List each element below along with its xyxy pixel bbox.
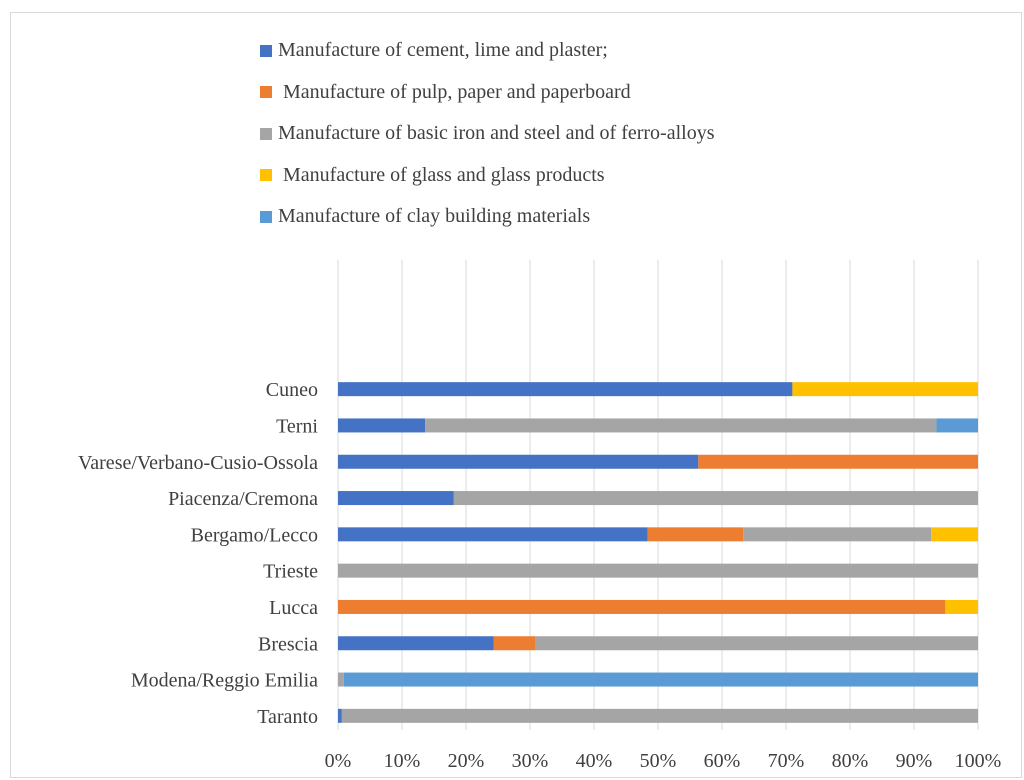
legend: Manufacture of cement, lime and plaster;… <box>260 30 880 238</box>
bar-piacenza-cremona-manufacture-of-cement-lime-and-plaster <box>338 491 454 506</box>
legend-item-iron-steel: Manufacture of basic iron and steel and … <box>260 113 880 155</box>
x-tick-labels: 0% 10% 20% 30% 40% 50% 60% 70% 80% 90% 100% <box>325 750 1002 772</box>
bar-bergamo-lecco-manufacture-of-cement-lime-and-plaster <box>338 527 648 542</box>
bar-bergamo-lecco-manufacture-of-pulp-paper-and-paperboard <box>647 527 744 542</box>
bar-piacenza-cremona-manufacture-of-basic-iron-and-steel-and-of-ferro-alloys <box>453 491 979 506</box>
x-tick-label: 30% <box>512 750 549 772</box>
category-label-taranto: Taranto <box>257 706 318 728</box>
x-tick-label: 50% <box>640 750 677 772</box>
bar-cuneo-manufacture-of-cement-lime-and-plaster <box>338 382 793 397</box>
x-tick-label: 70% <box>768 750 805 772</box>
category-label-cuneo: Cuneo <box>266 379 318 401</box>
category-label-piacenza-cremona: Piacenza/Cremona <box>168 488 318 510</box>
legend-swatch-clay <box>260 210 272 223</box>
bar-bergamo-lecco-manufacture-of-basic-iron-and-steel-and-of-ferro-alloys <box>743 527 932 542</box>
legend-label-glass: Manufacture of glass and glass products <box>278 163 605 186</box>
x-tick-label: 20% <box>448 750 485 772</box>
category-label-terni: Terni <box>276 415 318 437</box>
legend-item-clay: Manufacture of clay building materials <box>260 196 880 238</box>
bar-lucca-manufacture-of-pulp-paper-and-paperboard <box>338 599 946 614</box>
bar-taranto-manufacture-of-cement-lime-and-plaster <box>338 708 342 723</box>
x-tick-label: 100% <box>955 750 1002 772</box>
legend-swatch-pulp-paper <box>260 86 272 99</box>
category-label-brescia: Brescia <box>258 633 318 655</box>
bar-modena-reggio-emilia-manufacture-of-basic-iron-and-steel-and-of-ferro-alloys <box>338 672 344 687</box>
category-labels: Taranto Modena/Reggio Emilia Brescia Lucca T… <box>78 379 318 728</box>
bar-varese-verbano-cusio-ossola-manufacture-of-pulp-paper-and-paperboard <box>698 454 978 469</box>
bar-cuneo-manufacture-of-glass-and-glass-products <box>792 382 978 397</box>
bar-brescia-manufacture-of-pulp-paper-and-paperboard <box>493 636 536 651</box>
x-tick-label: 40% <box>576 750 613 772</box>
legend-item-glass: Manufacture of glass and glass products <box>260 155 880 197</box>
bar-lucca-manufacture-of-glass-and-glass-products <box>945 599 978 614</box>
legend-label-cement: Manufacture of cement, lime and plaster; <box>278 39 608 62</box>
x-tick-label: 10% <box>384 750 421 772</box>
bar-brescia-manufacture-of-cement-lime-and-plaster <box>338 636 494 651</box>
legend-swatch-iron-steel <box>260 127 272 140</box>
legend-item-cement: Manufacture of cement, lime and plaster; <box>260 30 880 72</box>
x-tick-label: 90% <box>896 750 933 772</box>
category-label-varese-verbano-cusio-ossola: Varese/Verbano-Cusio-Ossola <box>78 452 318 474</box>
bar-bergamo-lecco-manufacture-of-glass-and-glass-products <box>931 527 978 542</box>
category-label-trieste: Trieste <box>263 561 318 583</box>
bar-brescia-manufacture-of-basic-iron-and-steel-and-of-ferro-alloys <box>535 636 978 651</box>
category-label-bergamo-lecco: Bergamo/Lecco <box>191 524 318 546</box>
x-tick-label: 80% <box>832 750 869 772</box>
bars <box>338 382 979 723</box>
legend-label-clay: Manufacture of clay building materials <box>278 205 591 228</box>
category-label-modena-reggio-emilia: Modena/Reggio Emilia <box>131 670 318 692</box>
bar-terni-manufacture-of-cement-lime-and-plaster <box>338 418 426 433</box>
legend-swatch-cement <box>260 44 272 57</box>
x-tick-label: 60% <box>704 750 741 772</box>
x-tick-label: 0% <box>325 750 352 772</box>
category-label-lucca: Lucca <box>269 597 318 619</box>
legend-label-iron-steel: Manufacture of basic iron and steel and … <box>278 122 715 145</box>
bar-terni-manufacture-of-clay-building-materials <box>936 418 978 433</box>
bar-varese-verbano-cusio-ossola-manufacture-of-cement-lime-and-plaster <box>338 454 699 469</box>
bar-modena-reggio-emilia-manufacture-of-clay-building-materials <box>343 672 978 687</box>
bar-taranto-manufacture-of-basic-iron-and-steel-and-of-ferro-alloys <box>341 708 979 723</box>
legend-item-pulp-paper: Manufacture of pulp, paper and paperboar… <box>260 72 880 114</box>
bar-terni-manufacture-of-basic-iron-and-steel-and-of-ferro-alloys <box>425 418 937 433</box>
legend-label-pulp-paper: Manufacture of pulp, paper and paperboar… <box>278 80 631 103</box>
bar-trieste-manufacture-of-basic-iron-and-steel-and-of-ferro-alloys <box>338 563 978 578</box>
legend-swatch-glass <box>260 169 272 182</box>
